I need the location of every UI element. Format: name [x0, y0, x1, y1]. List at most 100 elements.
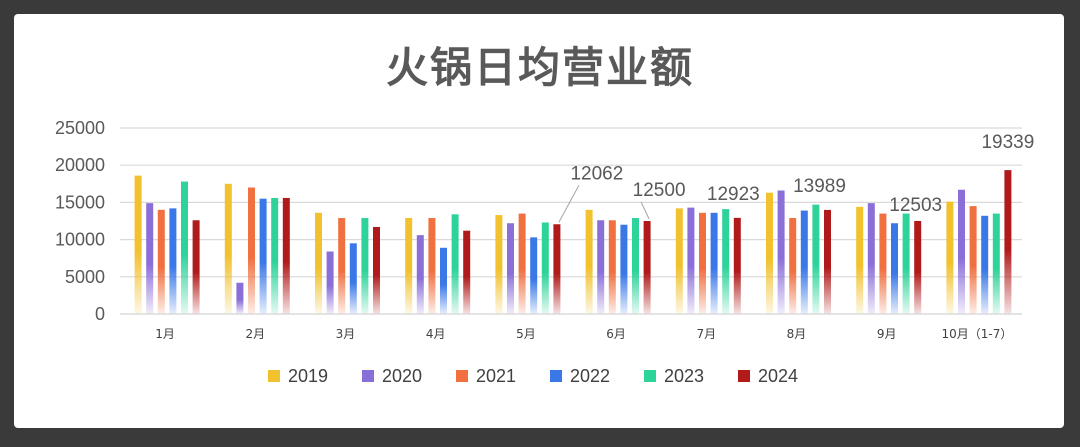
- legend-swatch: [362, 370, 374, 382]
- bar-2021: [338, 218, 346, 314]
- legend-label: 2019: [288, 366, 328, 386]
- bar-2023: [451, 214, 459, 314]
- bar-2019: [134, 175, 142, 314]
- bar-2022: [259, 198, 267, 314]
- bar-2023: [271, 197, 279, 314]
- x-tick-label: 8月: [787, 327, 807, 341]
- data-label: 12503: [889, 195, 942, 216]
- bar-2023: [722, 209, 730, 314]
- bar-2024: [463, 230, 471, 314]
- bar-2021: [608, 220, 616, 314]
- bar-2019: [495, 215, 503, 314]
- bar-2020: [597, 220, 605, 314]
- y-tick-label: 10000: [55, 230, 105, 250]
- legend-swatch: [550, 370, 562, 382]
- bar-2021: [428, 218, 436, 314]
- x-tick-label: 10月（1-7）: [941, 327, 1012, 341]
- x-tick-label: 2月: [245, 327, 265, 341]
- bar-2023: [361, 218, 369, 314]
- x-tick-label: 3月: [336, 327, 356, 341]
- bar-2021: [789, 218, 797, 314]
- bar-2019: [946, 201, 954, 314]
- legend-label: 2020: [382, 366, 422, 386]
- bar-2024: [643, 221, 651, 314]
- bar-2023: [181, 181, 188, 314]
- bar-2021: [969, 206, 977, 314]
- bar-2020: [687, 207, 695, 314]
- data-label: 13989: [793, 176, 846, 197]
- y-tick-label: 20000: [55, 155, 105, 175]
- bar-2023: [902, 213, 910, 314]
- x-tick-label: 6月: [606, 327, 626, 341]
- chart-title: 火锅日均营业额: [385, 43, 694, 92]
- bar-2024: [373, 226, 380, 314]
- bar-2023: [632, 218, 639, 314]
- bar-2022: [800, 210, 808, 314]
- bar-2020: [236, 282, 244, 314]
- bar-2022: [169, 208, 177, 314]
- bar-2023: [541, 222, 549, 314]
- y-tick-label: 25000: [55, 118, 105, 138]
- bar-2022: [440, 247, 447, 314]
- bar-2023: [992, 213, 1000, 314]
- bar-2024: [553, 224, 561, 314]
- legend-swatch: [738, 370, 750, 382]
- x-tick-label: 9月: [877, 327, 897, 341]
- bar-2024: [192, 220, 200, 314]
- bar-2022: [981, 215, 989, 314]
- legend-swatch: [456, 370, 468, 382]
- y-tick-label: 5000: [65, 267, 105, 287]
- legend-swatch: [268, 370, 280, 382]
- bar-2020: [326, 251, 334, 314]
- bar-2021: [518, 213, 526, 314]
- bar-2021: [879, 213, 887, 314]
- x-tick-label: 5月: [516, 327, 536, 341]
- data-label: 12062: [570, 163, 623, 184]
- bar-2020: [958, 189, 965, 314]
- legend-label: 2022: [570, 366, 610, 386]
- data-label: 19339: [981, 132, 1034, 153]
- bar-2021: [248, 187, 255, 314]
- x-tick-label: 4月: [426, 327, 446, 341]
- bar-2019: [585, 209, 593, 314]
- bar-2019: [224, 183, 232, 314]
- bar-2024: [1004, 170, 1012, 314]
- bar-2022: [620, 224, 628, 314]
- bar-2022: [349, 243, 357, 314]
- data-label: 12500: [633, 180, 686, 201]
- bar-2020: [146, 203, 154, 314]
- bar-2020: [416, 235, 424, 314]
- legend-swatch: [644, 370, 656, 382]
- x-tick-label: 1月: [155, 327, 175, 341]
- bar-2019: [856, 206, 864, 314]
- bar-2020: [777, 190, 785, 314]
- bar-2022: [530, 237, 538, 314]
- bar-2020: [507, 223, 514, 314]
- bar-2022: [891, 223, 898, 314]
- bar-2024: [914, 220, 922, 314]
- legend-label: 2023: [664, 366, 704, 386]
- legend-label: 2024: [758, 366, 798, 386]
- bar-2019: [315, 212, 322, 314]
- bar-2022: [710, 212, 718, 314]
- data-label: 12923: [707, 184, 760, 205]
- y-tick-label: 15000: [55, 192, 105, 212]
- bar-2023: [812, 204, 820, 314]
- bar-2020: [867, 203, 875, 314]
- data-label-leader: [558, 185, 580, 223]
- bar-2019: [675, 208, 683, 314]
- y-tick-label: 0: [95, 304, 105, 324]
- bar-2021: [699, 212, 706, 314]
- bar-2021: [157, 209, 165, 314]
- bar-2019: [766, 192, 773, 314]
- bar-2024: [824, 209, 831, 314]
- bar-2019: [405, 218, 413, 314]
- chart-card: [14, 14, 1064, 428]
- x-tick-label: 7月: [696, 327, 716, 341]
- bar-2024: [733, 217, 741, 314]
- data-label-leader: [640, 201, 650, 220]
- bar-2024: [282, 197, 290, 314]
- legend-label: 2021: [476, 366, 516, 386]
